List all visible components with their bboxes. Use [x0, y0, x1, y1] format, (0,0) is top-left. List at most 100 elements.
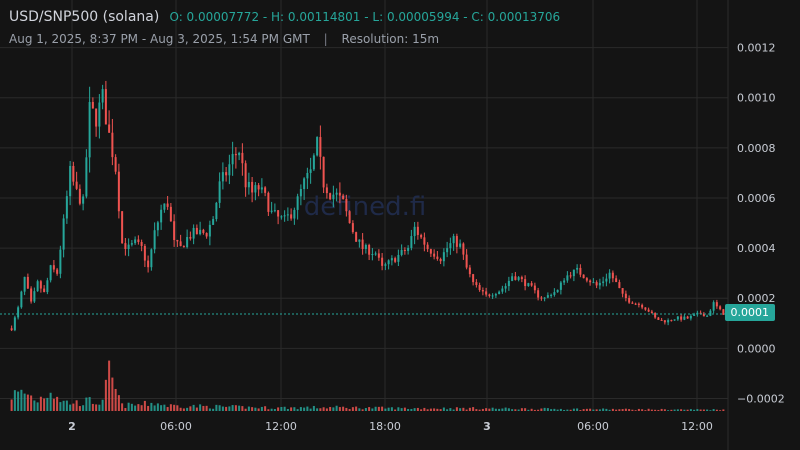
candle-body	[452, 236, 455, 244]
candle-body	[530, 283, 533, 286]
candle-body	[693, 314, 696, 316]
volume-bar	[410, 408, 413, 411]
candle-body	[667, 320, 670, 323]
candle-body	[121, 211, 124, 244]
candle-body	[179, 241, 182, 247]
candle-body	[433, 253, 436, 257]
volume-bar	[559, 408, 562, 411]
candle-body	[595, 282, 598, 286]
chart-subheader: Aug 1, 2025, 8:37 PM - Aug 3, 2025, 1:54…	[9, 32, 439, 46]
candle-body	[163, 203, 166, 210]
volume-bar	[540, 408, 543, 411]
volume-bar	[527, 409, 530, 411]
candle-body	[176, 240, 179, 242]
volume-bar	[706, 409, 709, 411]
candle-body	[299, 189, 302, 197]
volume-bar	[650, 409, 653, 411]
x-tick-label: 2	[68, 420, 76, 433]
candle-body	[465, 254, 468, 268]
volume-bar	[507, 408, 510, 411]
volume-bar	[85, 397, 88, 411]
candle-body	[30, 288, 33, 302]
candle-body	[286, 214, 289, 216]
volume-bar	[215, 404, 218, 411]
volume-bar	[667, 410, 670, 411]
candle-body	[355, 232, 358, 242]
volume-bar	[400, 408, 403, 411]
volume-bar	[693, 409, 696, 411]
volume-bar	[72, 403, 75, 411]
candle-body	[663, 320, 666, 323]
candle-body	[82, 196, 85, 204]
volume-bar	[26, 394, 29, 411]
volume-bar	[69, 404, 72, 411]
candle-body	[507, 280, 510, 287]
candle-body	[394, 258, 397, 262]
candle-body	[410, 236, 413, 248]
volume-bar	[234, 405, 237, 411]
volume-bar	[277, 407, 280, 411]
candle-body	[624, 293, 627, 299]
volume-bar	[390, 407, 393, 411]
volume-bar	[397, 407, 400, 411]
candle-body	[374, 253, 377, 255]
volume-bar	[202, 405, 205, 411]
volume-bar	[156, 403, 159, 411]
volume-bar	[637, 408, 640, 411]
volume-bar	[618, 409, 621, 411]
volume-bar	[205, 405, 208, 411]
candle-body	[23, 276, 26, 292]
candle-body	[615, 278, 618, 283]
volume-bar	[543, 407, 546, 411]
volume-bar	[225, 406, 228, 411]
candle-body	[654, 313, 657, 318]
x-tick-label: 12:00	[265, 420, 297, 433]
candle-body	[546, 295, 549, 298]
volume-bar	[17, 391, 20, 411]
candle-body	[329, 193, 332, 200]
symbol-label[interactable]: USD/SNP500 (solana)	[9, 9, 160, 25]
candle-body	[280, 216, 283, 218]
volume-bar	[520, 408, 523, 411]
candle-body	[566, 275, 569, 281]
volume-bar	[381, 406, 384, 411]
candle-body	[381, 257, 384, 266]
volume-bar	[195, 407, 198, 411]
volume-bar	[244, 408, 247, 411]
candle-body	[712, 302, 715, 311]
candle-body	[618, 282, 621, 289]
volume-bar	[498, 408, 501, 411]
candle-body	[559, 282, 562, 290]
candle-body	[212, 219, 215, 225]
candle-body	[49, 265, 52, 281]
candle-body	[436, 256, 439, 259]
volume-bar	[628, 409, 631, 411]
candle-body	[231, 153, 234, 165]
volume-bar	[134, 405, 137, 411]
volume-bar	[13, 390, 16, 411]
candle-body	[290, 214, 293, 219]
candle-body	[218, 181, 221, 203]
candle-body	[199, 229, 202, 235]
volume-bar	[101, 399, 104, 411]
volume-bar	[309, 408, 312, 411]
candle-body	[650, 311, 653, 314]
volume-bar	[452, 409, 455, 411]
volume-bar	[420, 409, 423, 411]
candle-body	[225, 172, 228, 176]
volume-bar	[114, 388, 117, 411]
candle-body	[52, 265, 55, 270]
volume-bar	[329, 406, 332, 411]
volume-bar	[306, 406, 309, 411]
volume-bar	[472, 407, 475, 411]
candle-body	[491, 295, 494, 297]
volume-bar	[387, 407, 390, 411]
resolution-label[interactable]: Resolution: 15m	[341, 32, 440, 46]
volume-bar	[192, 404, 195, 411]
volume-bar	[345, 407, 348, 411]
candle-body	[251, 181, 254, 193]
volume-bar	[199, 404, 202, 411]
volume-bar	[163, 404, 166, 411]
volume-bar	[39, 396, 42, 411]
